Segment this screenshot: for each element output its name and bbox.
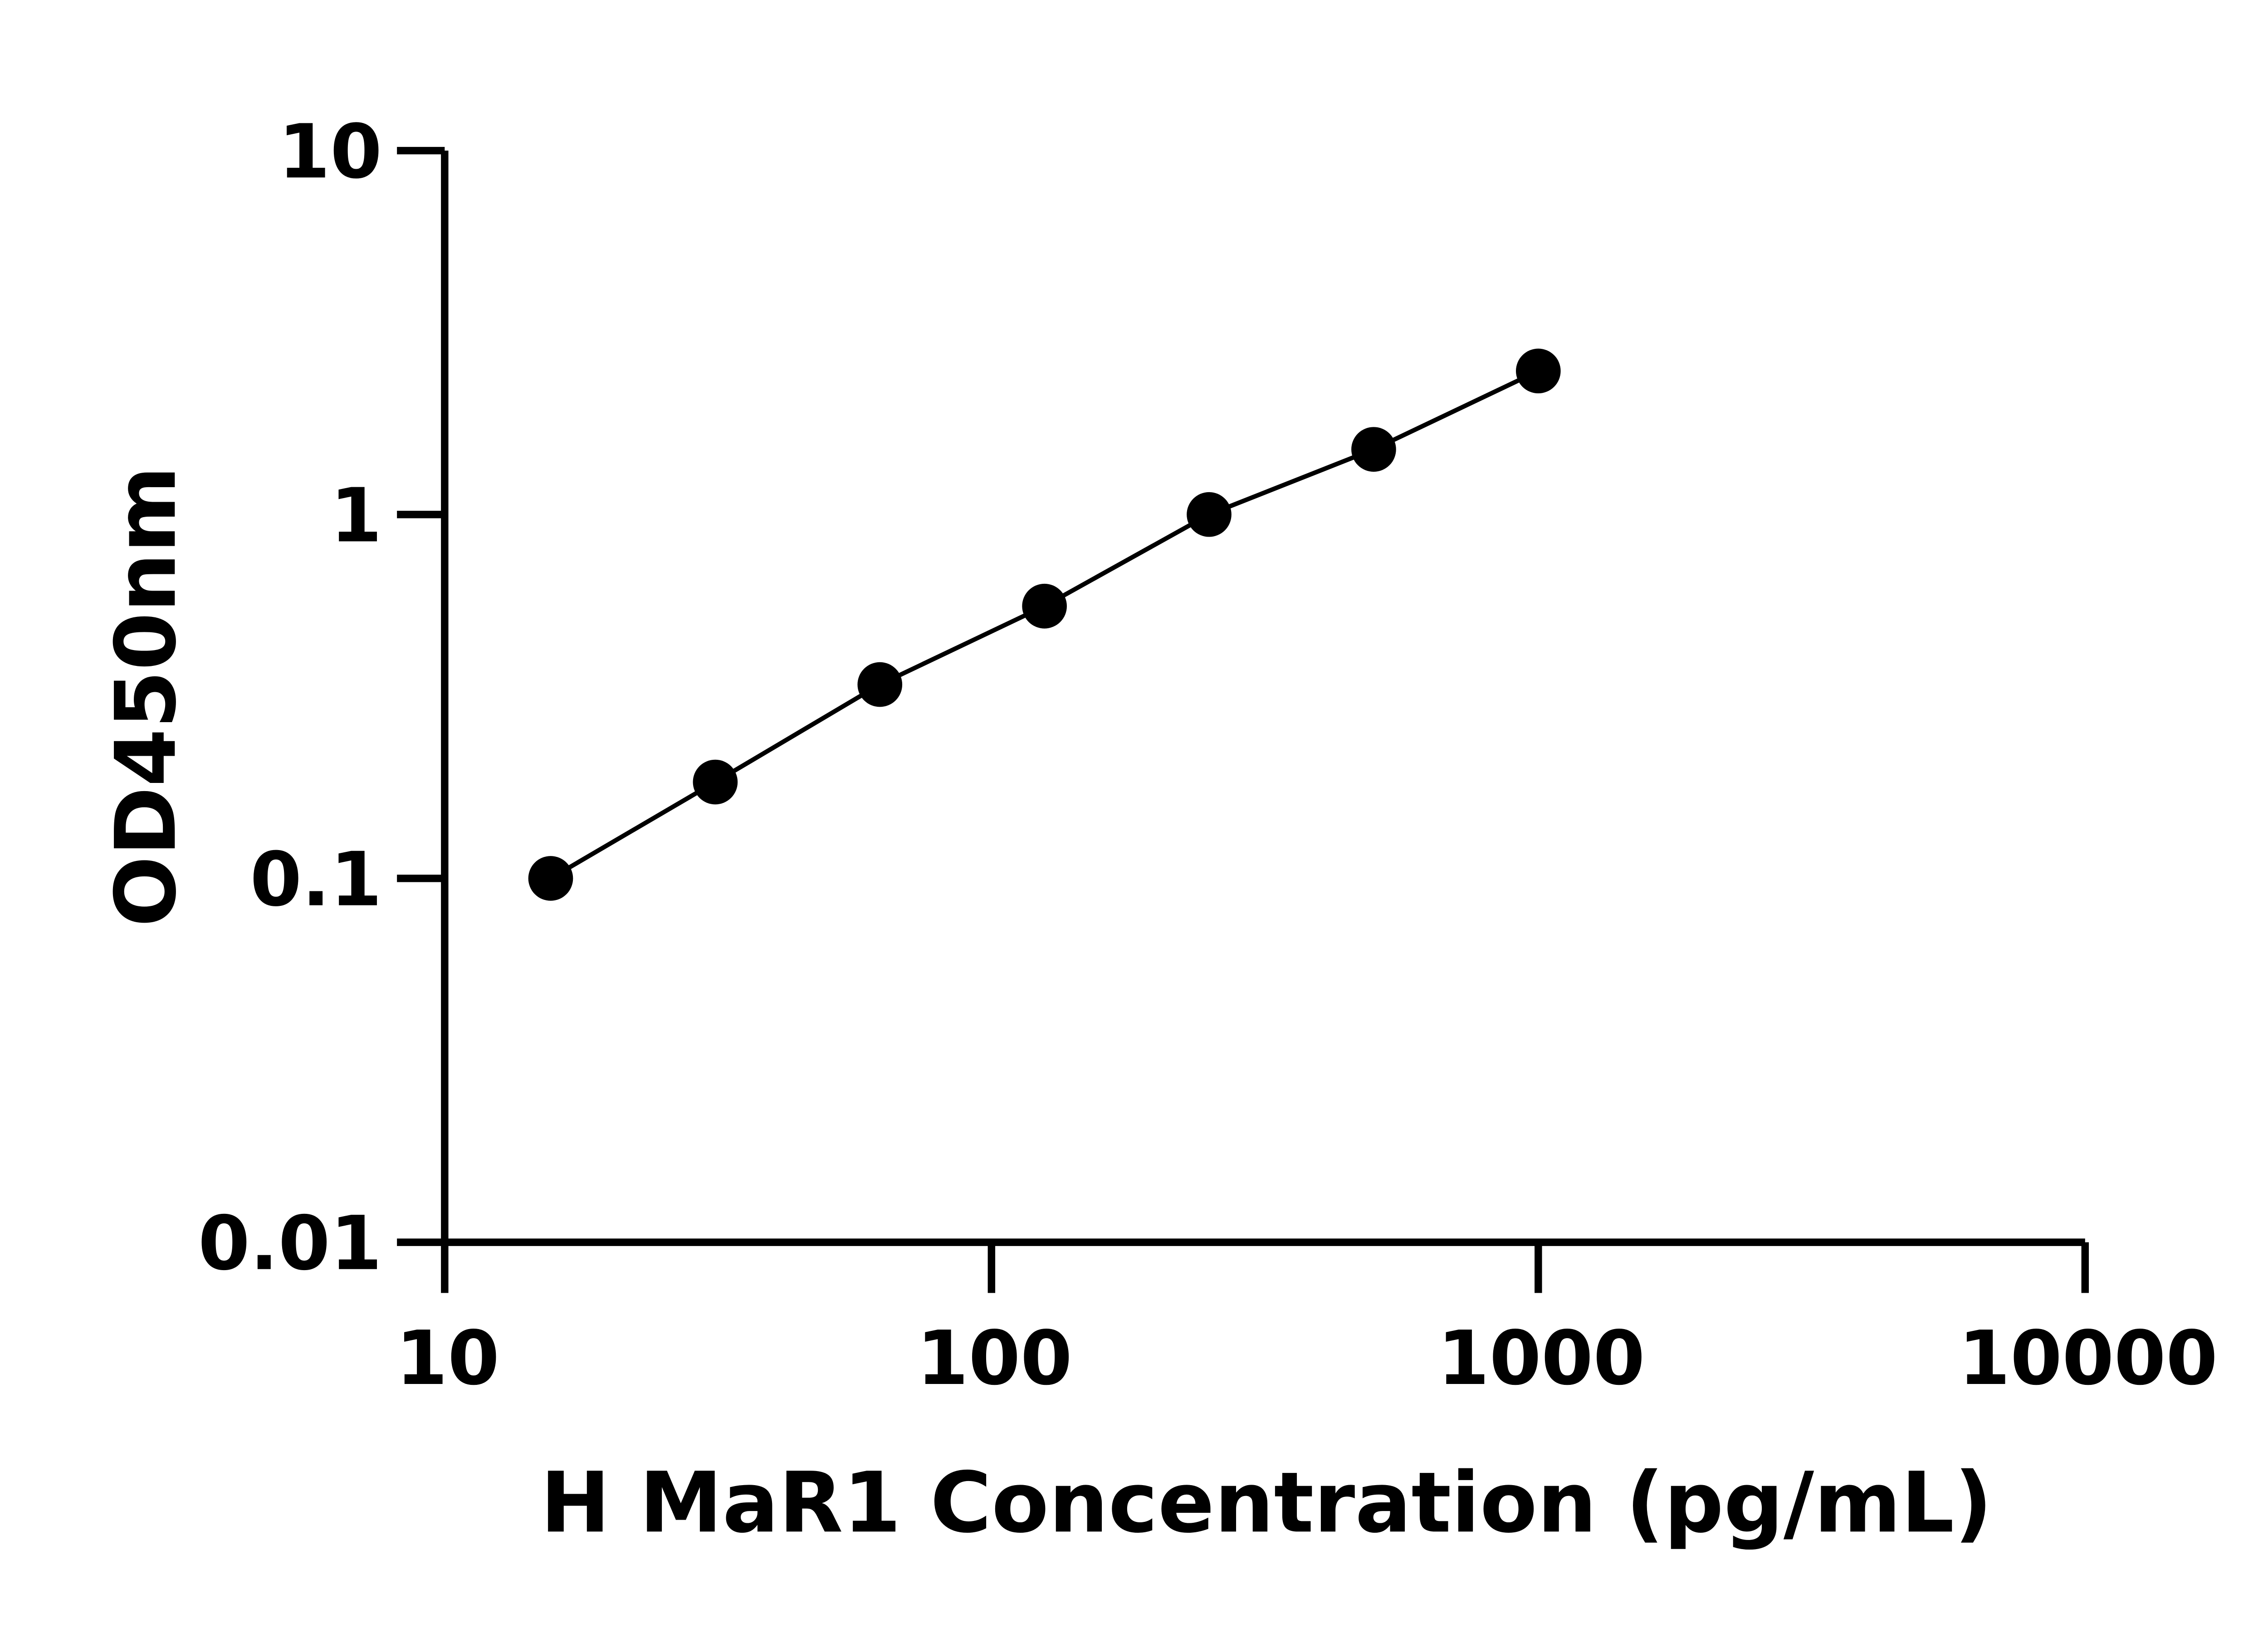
- x-tick-label: 100: [917, 1315, 1072, 1402]
- data-point: [857, 662, 903, 707]
- x-tick-label: 10000: [1958, 1315, 2218, 1402]
- y-tick-label: 1: [330, 472, 382, 559]
- y-tick-label: 10: [279, 108, 382, 195]
- data-point: [1022, 583, 1067, 629]
- y-tick-label: 0.01: [198, 1200, 382, 1287]
- x-axis-label: H MaR1 Concentration (pg/mL): [540, 1454, 1992, 1551]
- data-point: [1351, 427, 1396, 472]
- data-point: [1187, 492, 1232, 537]
- data-point: [693, 759, 738, 805]
- data-point: [1515, 348, 1561, 394]
- data-point: [528, 856, 573, 901]
- y-tick-label: 0.1: [250, 836, 382, 923]
- x-tick-label: 10: [396, 1315, 500, 1402]
- axes: [397, 147, 2089, 1293]
- y-axis-label: OD450nm: [98, 466, 195, 927]
- tick-labels: 0.01 0.1 1 10 10 100 1000 10000: [198, 108, 2218, 1402]
- data-marks: [528, 348, 1561, 901]
- x-tick-label: 1000: [1437, 1315, 1645, 1402]
